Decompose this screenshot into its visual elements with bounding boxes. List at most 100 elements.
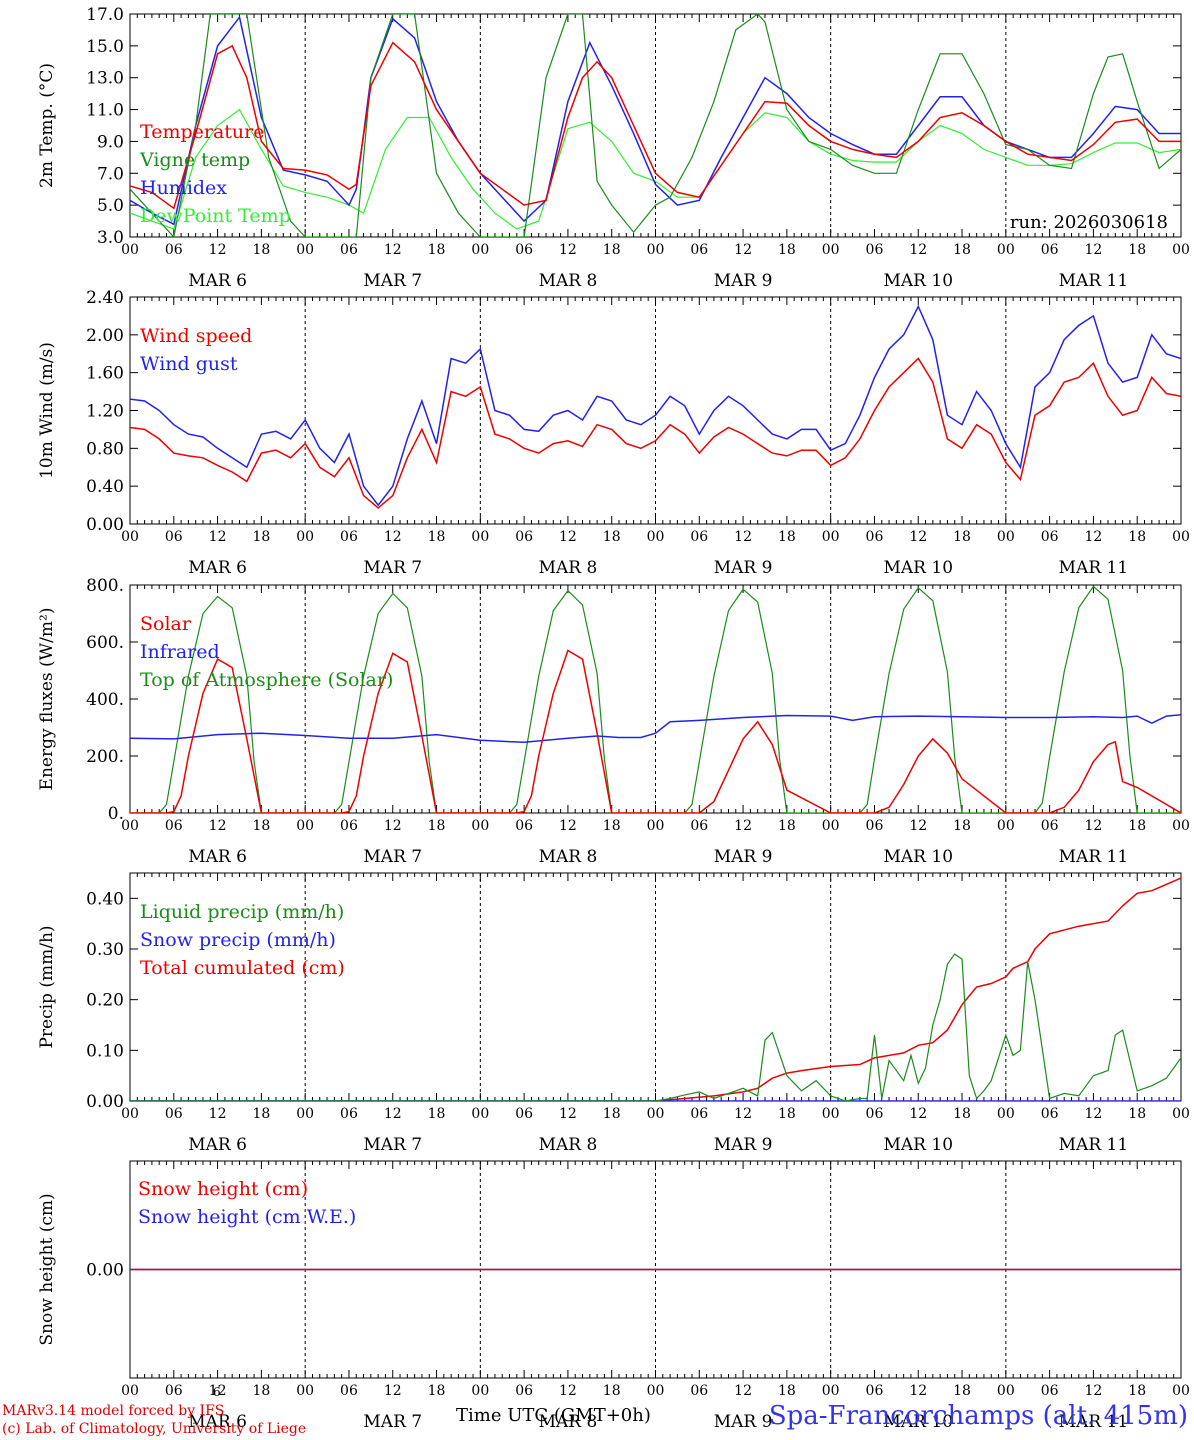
y-tick-label: 2.40 <box>86 288 124 308</box>
x-tick-label: 18 <box>252 529 270 545</box>
y-tick-label: 1.20 <box>86 402 124 422</box>
x-tick-label: 12 <box>559 1106 577 1122</box>
x-tick-label: 06 <box>1041 242 1059 258</box>
x-tick-label: 06 <box>165 1383 183 1399</box>
x-tick-label: 18 <box>428 1106 446 1122</box>
x-tick-label: 12 <box>384 529 402 545</box>
x-tick-label: 00 <box>822 818 840 834</box>
legend-entry: Wind speed <box>140 325 252 347</box>
x-tick-label: 18 <box>778 1383 796 1399</box>
x-tick-label: 18 <box>1128 1106 1146 1122</box>
legend-entry: Snow height (cm W.E.) <box>138 1206 356 1228</box>
y-tick-label: 5.0 <box>97 196 124 216</box>
x-tick-label: 12 <box>734 1383 752 1399</box>
x-tick-label: 12 <box>1085 818 1103 834</box>
x-tick-label: 06 <box>1041 1106 1059 1122</box>
y-tick-label: 2.00 <box>86 326 124 346</box>
x-tick-label: 12 <box>1085 1383 1103 1399</box>
day-label: MAR 9 <box>714 847 773 867</box>
x-tick-label: 12 <box>209 529 227 545</box>
x-tick-label: 12 <box>909 242 927 258</box>
day-label: MAR 7 <box>363 1135 422 1155</box>
day-label: MAR 6 <box>188 847 247 867</box>
x-tick-label: 18 <box>1128 1383 1146 1399</box>
x-tick-label: 00 <box>1172 529 1190 545</box>
x-tick-label: 06 <box>1041 818 1059 834</box>
x-tick-label: 12 <box>209 242 227 258</box>
x-tick-label: 12 <box>559 818 577 834</box>
y-tick-label: 1.60 <box>86 364 124 384</box>
day-label: MAR 6 <box>188 271 247 291</box>
day-label: MAR 8 <box>539 558 598 578</box>
series-liquid-precip-mm-h- <box>130 953 1181 1101</box>
x-tick-label: 00 <box>471 529 489 545</box>
x-tick-label: 12 <box>1085 1106 1103 1122</box>
series-infrared <box>130 713 1181 744</box>
day-label: MAR 10 <box>883 847 953 867</box>
x-tick-label: 18 <box>778 1106 796 1122</box>
x-tick-label: 12 <box>734 818 752 834</box>
day-label: MAR 7 <box>363 271 422 291</box>
x-tick-label: 12 <box>384 1383 402 1399</box>
y-tick-label: 0.20 <box>86 991 124 1011</box>
x-tick-label: 06 <box>165 1106 183 1122</box>
day-label: MAR 11 <box>1059 558 1129 578</box>
x-tick-label: 00 <box>997 1383 1015 1399</box>
legend-entry: Humidex <box>140 177 227 199</box>
x-tick-label: 18 <box>778 529 796 545</box>
x-tick-label: 00 <box>647 1383 665 1399</box>
stray-tick-label: 6 <box>213 1385 221 1399</box>
series-dewpoint-temp <box>130 108 1181 230</box>
x-tick-label: 00 <box>121 1383 139 1399</box>
x-tick-label: 18 <box>778 818 796 834</box>
legend-entry: Solar <box>140 613 192 635</box>
y-tick-label: 9.0 <box>97 132 124 152</box>
x-tick-label: 18 <box>603 1383 621 1399</box>
x-tick-label: 12 <box>384 818 402 834</box>
day-label: MAR 8 <box>539 271 598 291</box>
x-tick-label: 00 <box>471 818 489 834</box>
x-tick-label: 00 <box>997 818 1015 834</box>
y-axis-title: 10m Wind (m/s) <box>37 342 57 479</box>
x-tick-label: 12 <box>909 1106 927 1122</box>
time-axis-label: Time UTC (GMT+0h) <box>456 1405 651 1426</box>
day-label: MAR 11 <box>1059 271 1129 291</box>
x-tick-label: 00 <box>997 529 1015 545</box>
x-tick-label: 06 <box>866 818 884 834</box>
x-tick-label: 12 <box>384 1106 402 1122</box>
x-tick-label: 12 <box>559 1383 577 1399</box>
x-tick-label: 18 <box>252 242 270 258</box>
x-tick-label: 06 <box>1041 529 1059 545</box>
legend-entry: Top of Atmosphere (Solar) <box>140 669 393 691</box>
y-axis-title: 2m Temp. (°C) <box>37 63 57 188</box>
x-tick-label: 18 <box>778 242 796 258</box>
x-tick-label: 00 <box>997 242 1015 258</box>
legend-entry: Liquid precip (mm/h) <box>140 901 344 923</box>
x-tick-label: 12 <box>209 818 227 834</box>
x-tick-label: 18 <box>953 1106 971 1122</box>
x-tick-label: 06 <box>690 529 708 545</box>
plot-frame-0 <box>129 13 1182 238</box>
x-tick-label: 18 <box>603 818 621 834</box>
day-label: MAR 9 <box>714 271 773 291</box>
x-tick-label: 06 <box>866 529 884 545</box>
x-tick-label: 06 <box>340 529 358 545</box>
day-label: MAR 9 <box>714 558 773 578</box>
day-label: MAR 11 <box>1059 1412 1129 1432</box>
x-tick-label: 12 <box>209 1106 227 1122</box>
x-tick-label: 06 <box>165 818 183 834</box>
x-tick-label: 06 <box>1041 1383 1059 1399</box>
y-tick-label: 200. <box>86 747 124 767</box>
x-tick-label: 12 <box>1085 242 1103 258</box>
day-label: MAR 8 <box>539 847 598 867</box>
legend-entry: Infrared <box>140 641 220 663</box>
day-label: MAR 8 <box>539 1412 598 1432</box>
x-tick-label: 06 <box>340 1106 358 1122</box>
x-tick-label: 12 <box>559 529 577 545</box>
series-humidex <box>130 15 1181 226</box>
series-wind-gust <box>130 304 1181 507</box>
x-tick-label: 00 <box>296 529 314 545</box>
day-label: MAR 11 <box>1059 1135 1129 1155</box>
x-tick-label: 00 <box>121 818 139 834</box>
